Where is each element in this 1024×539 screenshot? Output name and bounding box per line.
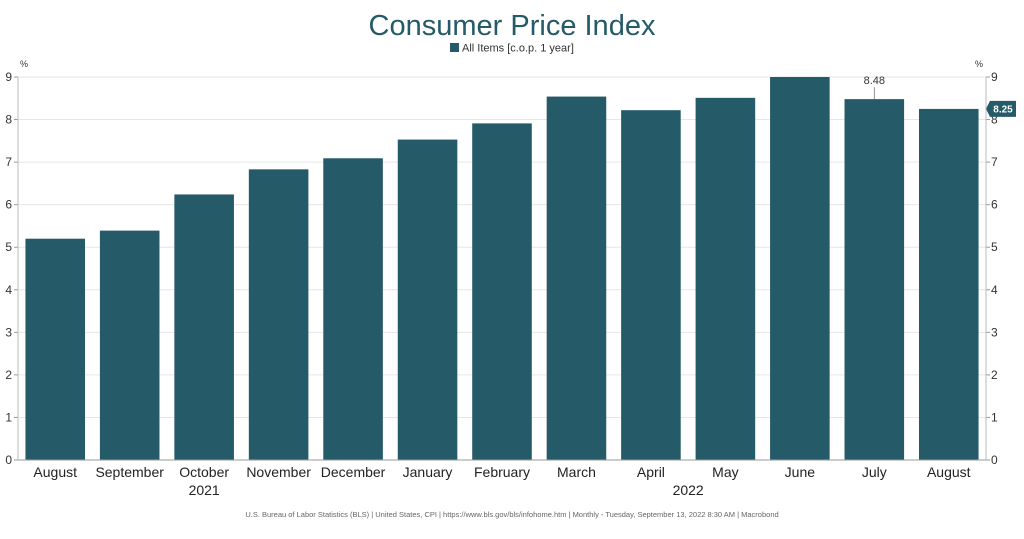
last-value-marker (986, 100, 1016, 117)
annotations: 8.48 8.25 (864, 75, 1016, 117)
legend: All Items [c.o.p. 1 year] (450, 43, 574, 55)
right-tick-label: 0 (991, 453, 998, 467)
left-tick-label: 3 (5, 325, 12, 339)
right-tick-label: 9 (991, 70, 998, 84)
bar (25, 238, 86, 460)
category-label: October (179, 464, 229, 480)
category-label: February (474, 464, 530, 480)
year-label: 2022 (673, 482, 704, 498)
left-tick-label: 8 (5, 113, 12, 127)
left-axis-unit: % (20, 59, 28, 69)
source-note: U.S. Bureau of Labor Statistics (BLS) | … (245, 510, 778, 519)
category-label: July (862, 464, 887, 480)
right-tick-label: 1 (991, 410, 998, 424)
category-label: December (321, 464, 386, 480)
legend-label: All Items [c.o.p. 1 year] (462, 43, 574, 55)
left-tick-label: 6 (5, 198, 12, 212)
right-tick-label: 7 (991, 155, 998, 169)
bar (695, 97, 756, 460)
category-label: January (403, 464, 453, 480)
bar (248, 169, 309, 460)
right-tick-label: 6 (991, 198, 998, 212)
category-label: March (557, 464, 596, 480)
bars (25, 77, 979, 461)
bar (844, 99, 905, 460)
bar (918, 108, 979, 461)
x-axis-categories: August September October November December Ja… (33, 464, 970, 498)
data-label: 8.48 (864, 75, 885, 87)
right-axis-unit: % (975, 59, 983, 69)
right-tick-label: 2 (991, 368, 998, 382)
bar (546, 96, 607, 460)
category-label: September (95, 464, 164, 480)
right-tick-label: 3 (991, 325, 998, 339)
legend-swatch (450, 43, 459, 52)
bar (99, 230, 160, 460)
bar (472, 123, 532, 460)
y-axis-ticks: 0 0 1 1 2 2 3 3 4 4 5 5 6 6 7 7 8 8 9 9 (5, 70, 998, 467)
category-label: June (785, 464, 816, 480)
left-tick-label: 9 (5, 70, 12, 84)
right-tick-label: 4 (991, 283, 998, 297)
chart-title: Consumer Price Index (369, 10, 656, 42)
category-label: August (33, 464, 77, 480)
right-tick-label: 8 (991, 113, 998, 127)
category-label: August (927, 464, 971, 480)
category-label: April (637, 464, 665, 480)
left-tick-label: 5 (5, 240, 12, 254)
year-label: 2021 (189, 482, 220, 498)
bar (174, 194, 234, 460)
left-tick-label: 2 (5, 368, 12, 382)
last-value-label: 8.25 (993, 104, 1013, 115)
right-tick-label: 5 (991, 240, 998, 254)
bar (323, 158, 383, 460)
left-tick-label: 1 (5, 410, 12, 424)
left-tick-label: 0 (5, 453, 12, 467)
bar (621, 110, 681, 461)
left-tick-label: 7 (5, 155, 12, 169)
left-tick-label: 4 (5, 283, 12, 297)
bar (770, 77, 830, 460)
category-label: May (712, 464, 738, 480)
category-label: November (246, 464, 311, 480)
bar (397, 139, 458, 460)
